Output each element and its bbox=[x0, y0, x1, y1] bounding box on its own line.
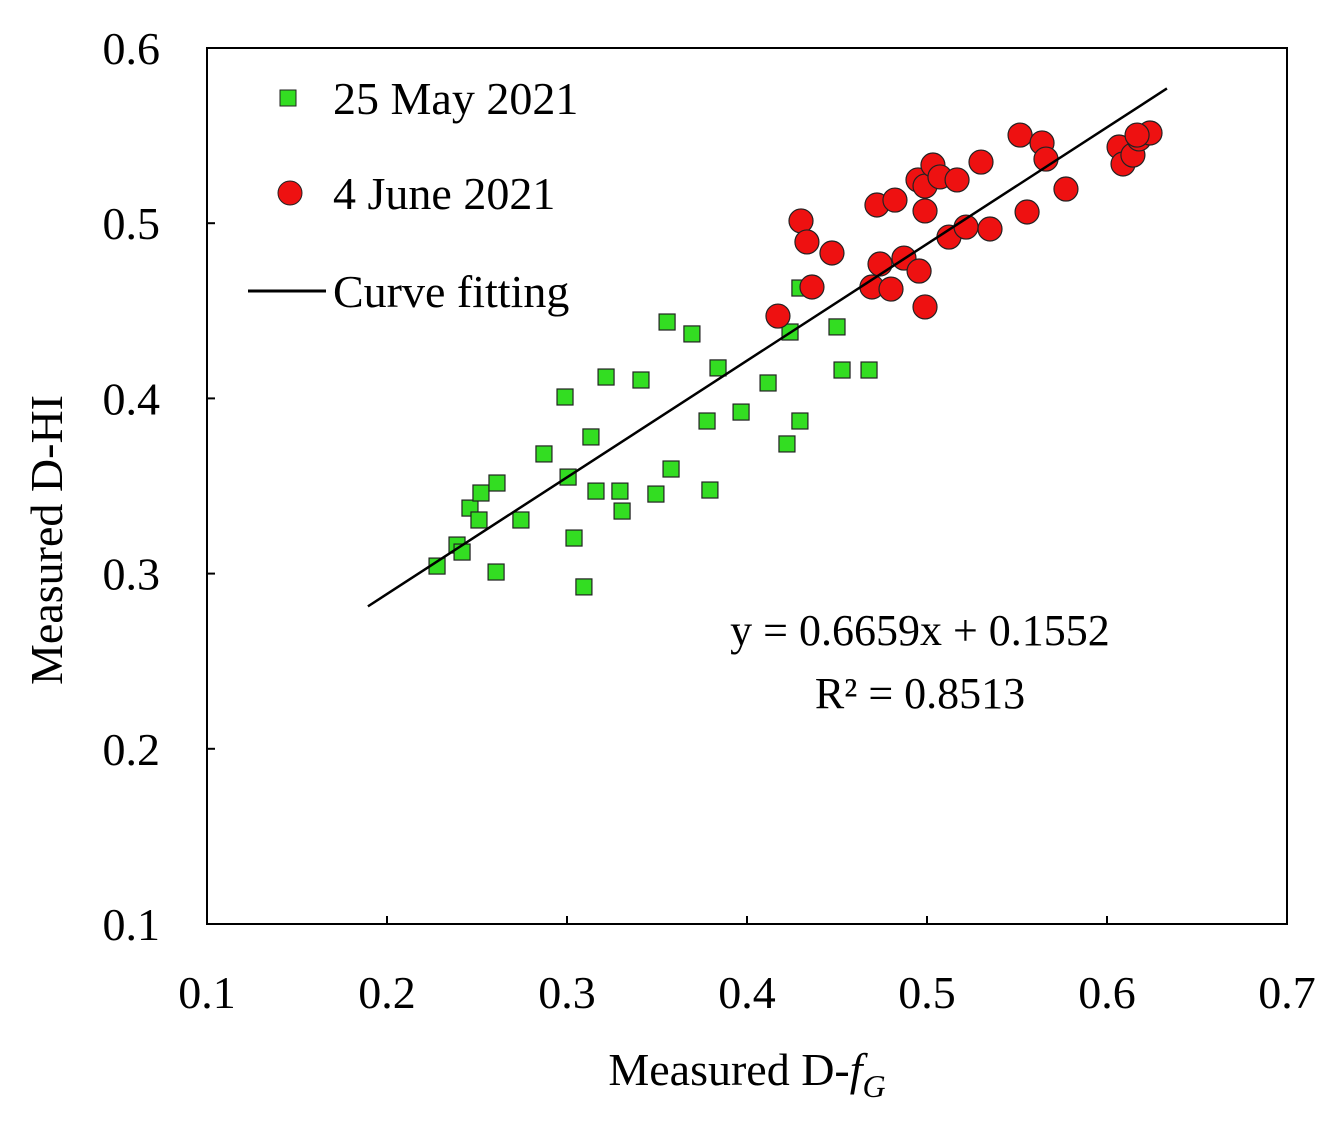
r-squared: R² = 0.8513 bbox=[815, 669, 1025, 718]
point bbox=[698, 412, 716, 430]
point bbox=[912, 294, 938, 320]
y-tick-label: 0.6 bbox=[103, 23, 161, 74]
point bbox=[882, 187, 908, 213]
point bbox=[701, 481, 719, 499]
point bbox=[732, 403, 750, 421]
y-tick-label: 0.3 bbox=[103, 549, 161, 600]
point bbox=[575, 578, 593, 596]
point bbox=[683, 325, 701, 343]
legend-label: 25 May 2021 bbox=[333, 73, 578, 124]
x-tick-label: 0.5 bbox=[898, 967, 956, 1018]
point bbox=[912, 198, 938, 224]
point bbox=[472, 484, 490, 502]
point bbox=[535, 445, 553, 463]
point bbox=[788, 208, 814, 234]
point bbox=[647, 485, 665, 503]
point bbox=[1053, 176, 1079, 202]
point bbox=[565, 529, 583, 547]
point bbox=[765, 303, 791, 329]
x-axis-label: Measured D-fG bbox=[608, 1044, 885, 1104]
point bbox=[709, 359, 727, 377]
y-axis-label: Measured D-HI bbox=[21, 395, 72, 685]
y-tick-label: 0.5 bbox=[103, 198, 161, 249]
x-tick-label: 0.3 bbox=[538, 967, 596, 1018]
x-label-subscript: G bbox=[863, 1068, 886, 1104]
y-tick-label: 0.1 bbox=[103, 899, 161, 950]
x-tick-label: 0.6 bbox=[1078, 967, 1136, 1018]
point bbox=[662, 460, 680, 478]
point bbox=[488, 474, 506, 492]
y-tick-label: 0.4 bbox=[103, 373, 161, 424]
point bbox=[828, 318, 846, 336]
point bbox=[778, 435, 796, 453]
point bbox=[819, 240, 845, 266]
point bbox=[613, 502, 631, 520]
x-tick-label: 0.4 bbox=[718, 967, 776, 1018]
point bbox=[632, 371, 650, 389]
legend-marker bbox=[279, 89, 297, 107]
point bbox=[512, 511, 530, 529]
point bbox=[977, 216, 1003, 242]
point bbox=[791, 412, 809, 430]
y-tick-label: 0.2 bbox=[103, 724, 161, 775]
point bbox=[1124, 122, 1150, 148]
point bbox=[556, 388, 574, 406]
point bbox=[611, 482, 629, 500]
point bbox=[1014, 199, 1040, 225]
point bbox=[1007, 122, 1033, 148]
point bbox=[759, 374, 777, 392]
point bbox=[487, 563, 505, 581]
point bbox=[658, 313, 676, 331]
x-tick-label: 0.1 bbox=[178, 967, 236, 1018]
point bbox=[582, 428, 600, 446]
point bbox=[799, 274, 825, 300]
x-tick-label: 0.2 bbox=[358, 967, 416, 1018]
x-label-text: Measured D- bbox=[608, 1044, 849, 1095]
fit-line bbox=[367, 87, 1168, 608]
point bbox=[597, 368, 615, 386]
point bbox=[944, 167, 970, 193]
legend-label: 4 June 2021 bbox=[333, 168, 555, 219]
point bbox=[794, 229, 820, 255]
legend-label: Curve fitting bbox=[333, 266, 569, 317]
point bbox=[867, 251, 893, 277]
point bbox=[860, 361, 878, 379]
point bbox=[968, 149, 994, 175]
point bbox=[906, 258, 932, 284]
x-tick-label: 0.7 bbox=[1258, 967, 1316, 1018]
point bbox=[878, 276, 904, 302]
equation: y = 0.6659x + 0.1552 bbox=[730, 606, 1110, 655]
legend-marker bbox=[277, 180, 303, 206]
point bbox=[587, 482, 605, 500]
point bbox=[833, 361, 851, 379]
point bbox=[470, 511, 488, 529]
